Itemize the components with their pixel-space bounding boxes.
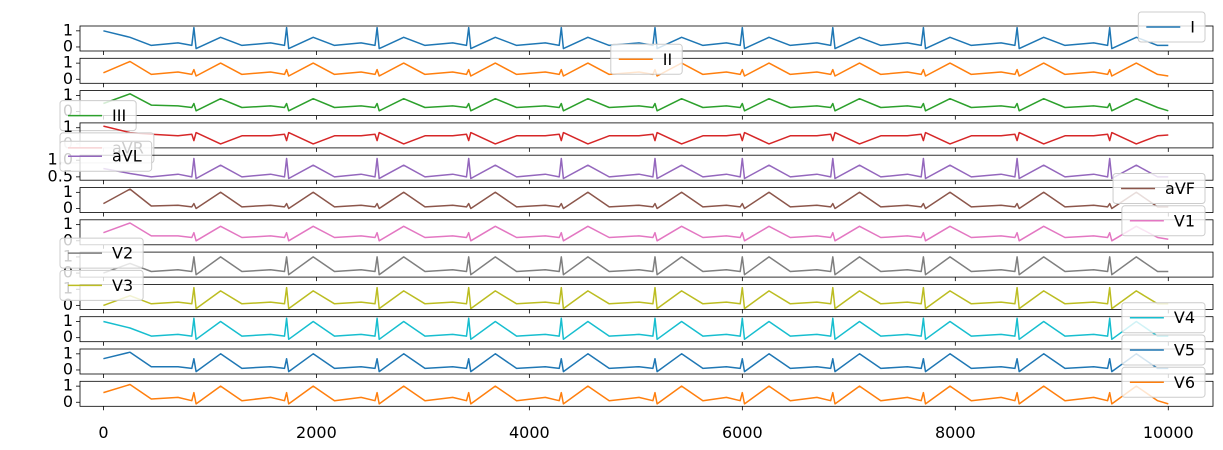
y-tick-label: 1 xyxy=(63,376,73,395)
legend: V4 xyxy=(1121,302,1206,334)
x-tick-label: 6000 xyxy=(722,423,763,442)
y-tick-label: 1 xyxy=(63,214,73,233)
ecg-line xyxy=(103,286,1169,310)
axes-frame xyxy=(79,187,1214,213)
ecg-line xyxy=(103,26,1169,50)
ecg-line xyxy=(103,383,1169,405)
subplot: 01 II xyxy=(63,43,1214,88)
legend: V5 xyxy=(1121,334,1206,366)
legend-box xyxy=(1112,173,1206,204)
y-tick-label: 0 xyxy=(63,327,73,346)
legend: V1 xyxy=(1121,205,1206,237)
legend-label: III xyxy=(112,106,126,125)
y-tick-label: 1 xyxy=(63,343,73,362)
legend-label: V6 xyxy=(1174,373,1195,392)
y-tick-label: 1 xyxy=(63,20,73,39)
subplot: 01 aVF xyxy=(63,173,1214,217)
legend-label: aVF xyxy=(1165,179,1195,198)
axes-frame xyxy=(79,219,1214,246)
legend: aVL xyxy=(59,140,153,172)
legend-label: V4 xyxy=(1174,308,1195,327)
ecg-line xyxy=(103,222,1169,242)
subplot: 01 I xyxy=(63,11,1214,55)
axes-frame xyxy=(79,316,1214,343)
ecg-line xyxy=(103,157,1169,180)
subplot: 01III xyxy=(59,85,1214,132)
legend-label: I xyxy=(1190,18,1195,37)
legend-box xyxy=(59,140,153,172)
y-tick-label: 0 xyxy=(63,69,73,88)
x-tick-label: 4000 xyxy=(509,423,550,442)
legend-label: V5 xyxy=(1174,341,1195,360)
legend: II xyxy=(610,43,683,75)
x-tick-label: 8000 xyxy=(935,423,976,442)
subplot: 01 V5 xyxy=(63,334,1214,378)
y-tick-label: 0 xyxy=(63,392,73,411)
subplot: 0.51.0aVL xyxy=(48,140,1214,185)
y-tick-label: 1 xyxy=(63,117,73,136)
legend: aVF xyxy=(1112,173,1206,204)
legend: I xyxy=(1137,11,1206,43)
x-tick-label: 10000 xyxy=(1143,423,1194,442)
y-tick-label: 0 xyxy=(63,359,73,378)
subplot: 01aVR xyxy=(59,117,1214,164)
legend-label: II xyxy=(663,50,672,69)
y-tick-label: 1 xyxy=(63,182,73,201)
legend: V3 xyxy=(59,269,144,301)
axes-frame xyxy=(79,380,1214,407)
axes-frame xyxy=(79,90,1214,116)
axes-frame xyxy=(79,348,1214,375)
x-tick-label: 0 xyxy=(98,423,108,442)
y-tick-label: 0 xyxy=(63,198,73,217)
ecg-line xyxy=(103,317,1169,341)
legend-label: V3 xyxy=(112,276,133,295)
ecg-line xyxy=(103,188,1169,210)
y-tick-label: 0 xyxy=(63,295,73,314)
y-tick-label: 0 xyxy=(63,36,73,55)
subplot: 01V2 xyxy=(59,237,1214,282)
subplot: 01V3 xyxy=(59,269,1214,314)
axes-frame xyxy=(79,283,1214,310)
ecg-line xyxy=(103,125,1169,145)
ecg-line xyxy=(103,256,1169,276)
ecg-line xyxy=(103,93,1169,112)
x-tick-label: 2000 xyxy=(296,423,337,442)
legend-label: V1 xyxy=(1174,211,1195,230)
subplot: 01V1 xyxy=(63,205,1214,249)
legend-label: aVL xyxy=(112,147,142,166)
legend-label: V2 xyxy=(112,244,133,263)
ecg-line xyxy=(103,351,1169,373)
y-tick-label: 1 xyxy=(63,85,73,104)
y-tick-label: 1 xyxy=(63,311,73,330)
axes-frame xyxy=(79,251,1214,278)
legend: V2 xyxy=(59,237,144,269)
subplot: 01 V4 xyxy=(63,302,1214,346)
y-tick-label: 1 xyxy=(63,53,73,72)
legend: V6 xyxy=(1121,366,1206,398)
